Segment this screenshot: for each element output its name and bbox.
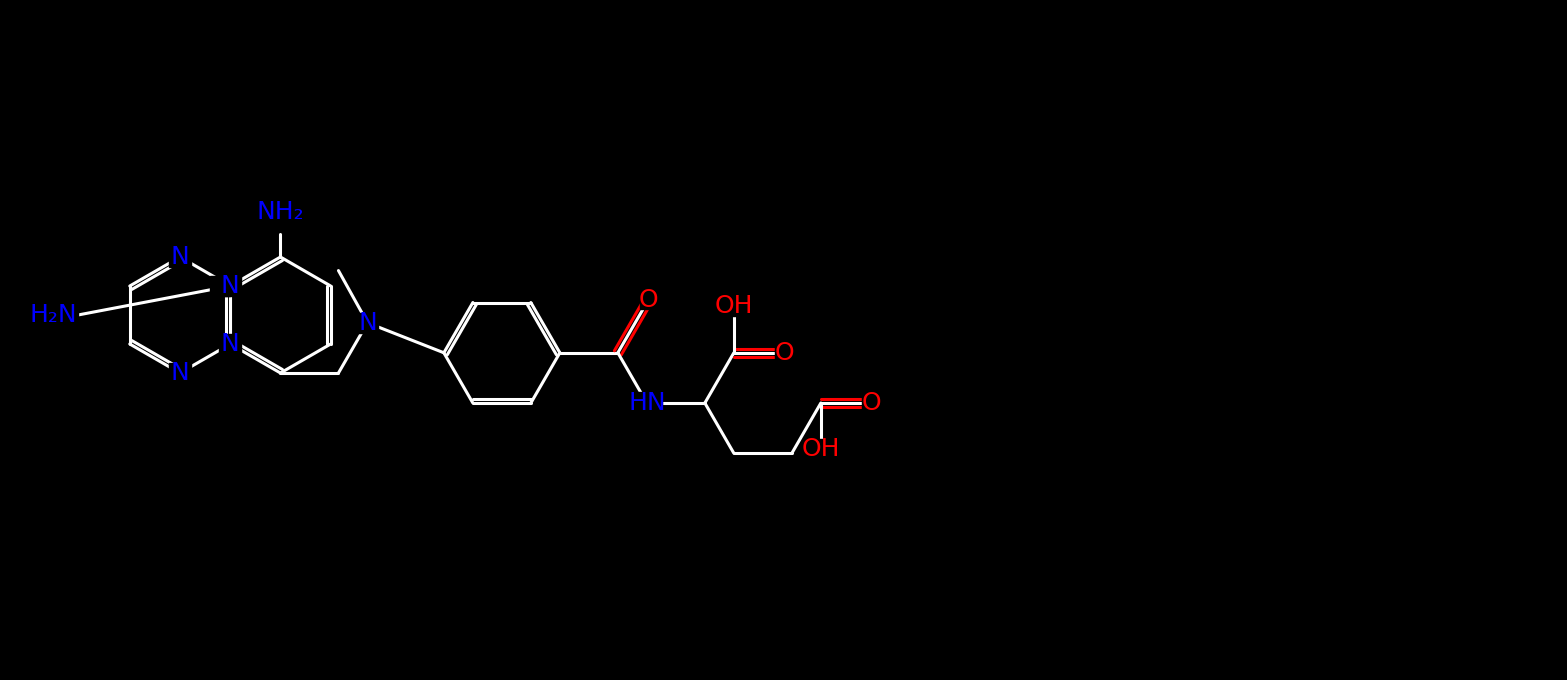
Text: O: O <box>639 288 658 311</box>
Bar <box>862 394 881 412</box>
Text: N: N <box>171 245 190 269</box>
Text: N: N <box>221 274 240 298</box>
Bar <box>169 363 191 383</box>
Text: O: O <box>862 391 881 415</box>
Bar <box>28 304 78 326</box>
Text: HN: HN <box>628 391 666 415</box>
Bar <box>259 201 302 223</box>
Text: O: O <box>774 341 794 364</box>
Text: N: N <box>171 361 190 385</box>
Bar <box>807 439 835 460</box>
Text: H₂N: H₂N <box>30 303 77 327</box>
Bar <box>219 334 241 354</box>
Bar <box>776 344 793 362</box>
Bar <box>169 247 191 267</box>
Text: N: N <box>359 311 376 335</box>
Bar <box>219 276 241 296</box>
Text: NH₂: NH₂ <box>257 200 304 224</box>
Text: OH: OH <box>802 437 840 462</box>
Bar <box>356 313 379 333</box>
Bar <box>719 296 747 316</box>
Bar <box>639 290 658 309</box>
Text: OH: OH <box>715 294 754 318</box>
Text: N: N <box>221 332 240 356</box>
Bar <box>210 276 230 296</box>
Bar <box>632 392 661 414</box>
